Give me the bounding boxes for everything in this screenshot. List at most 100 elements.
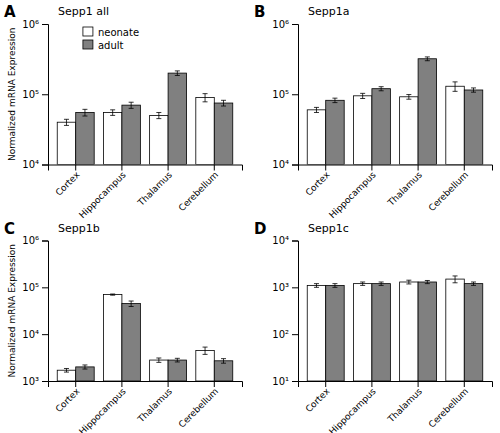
- axis-line: [42, 25, 49, 166]
- error-bar: [82, 109, 87, 116]
- legend-label: neonate: [98, 27, 139, 38]
- tick-label: Thalamus: [385, 386, 424, 425]
- tick: Thalamus: [385, 381, 424, 425]
- tick-mark: [371, 165, 372, 171]
- legend-swatch: [83, 27, 93, 36]
- plot: 10¹10²10³10⁴CortexHippocampusThalamusCer…: [272, 235, 492, 433]
- tick-label: Hippocampus: [77, 386, 128, 433]
- tick-mark: [42, 381, 48, 382]
- y-axis: 10⁴10⁵10⁶: [22, 19, 48, 171]
- tick-label: Cortex: [303, 386, 332, 415]
- error-bar: [110, 110, 115, 116]
- tick-mark: [464, 381, 465, 387]
- plot: 10³10⁴10⁵10⁶CortexHippocampusThalamusCer…: [22, 235, 242, 433]
- bar: [400, 282, 418, 381]
- tick-mark: [42, 94, 48, 95]
- tick: Hippocampus: [327, 381, 378, 433]
- tick-label: 10³: [272, 282, 289, 293]
- bar: [464, 90, 482, 165]
- axis-line: [299, 382, 493, 388]
- tick-mark: [464, 165, 465, 171]
- tick-mark: [42, 287, 48, 288]
- tick: 10⁴: [22, 159, 48, 170]
- tick: Hippocampus: [77, 165, 128, 221]
- error-bar: [360, 282, 365, 285]
- bar: [214, 361, 232, 381]
- tick: 10⁴: [272, 159, 298, 170]
- tick-label: 10⁶: [22, 19, 39, 30]
- tick-mark: [121, 165, 122, 171]
- series: [76, 71, 233, 165]
- error-bar: [221, 100, 226, 106]
- bar: [418, 282, 436, 381]
- panel-label: B: [254, 3, 265, 21]
- bar: [150, 360, 168, 381]
- bar: [103, 112, 121, 164]
- error-bar: [64, 119, 69, 125]
- series: [76, 301, 233, 381]
- error-bar: [453, 82, 458, 91]
- error-bar: [110, 294, 115, 295]
- tick-mark: [292, 24, 298, 25]
- tick: 10⁵: [22, 282, 48, 293]
- tick-mark: [418, 381, 419, 387]
- tick-mark: [214, 165, 215, 171]
- title: Sepp1 all: [58, 5, 109, 18]
- tick: Cortex: [53, 381, 82, 414]
- tick-label: Cortex: [303, 169, 332, 198]
- error-bar: [156, 112, 161, 118]
- x-axis: CortexHippocampusThalamusCerebellum: [49, 381, 243, 433]
- tick-mark: [42, 241, 48, 242]
- tick-label: Cerebellum: [427, 170, 471, 214]
- tick-mark: [75, 381, 76, 387]
- tick-mark: [371, 381, 372, 387]
- tick: Cerebellum: [427, 381, 471, 430]
- tick: Thalamus: [135, 165, 174, 209]
- error-bar: [175, 358, 180, 362]
- error-bar: [471, 282, 476, 285]
- tick-label: 10²: [272, 329, 289, 340]
- tick: Cortex: [303, 165, 332, 198]
- tick-label: Cortex: [53, 386, 82, 415]
- error-bar: [314, 284, 319, 288]
- series: [307, 82, 464, 165]
- tick-mark: [418, 165, 419, 171]
- legend-label: adult: [98, 40, 124, 51]
- legend: neonate adult: [83, 27, 139, 51]
- panel-label: C: [4, 220, 15, 238]
- tick-label: 10⁵: [22, 282, 39, 293]
- bar: [76, 112, 94, 164]
- tick-mark: [292, 94, 298, 95]
- error-bar: [221, 359, 226, 364]
- tick-mark: [292, 381, 298, 382]
- tick: 10⁴: [22, 329, 48, 340]
- bar: [446, 86, 464, 164]
- tick-label: 10⁴: [272, 159, 289, 170]
- error-bar: [360, 93, 365, 98]
- error-bar: [425, 57, 430, 61]
- series: [57, 294, 214, 381]
- marks: [57, 294, 233, 381]
- error-bar: [406, 280, 411, 284]
- tick-label: 10⁴: [22, 329, 39, 340]
- error-bar: [203, 347, 208, 354]
- tick: 10⁶: [272, 19, 298, 30]
- tick-label: Thalamus: [135, 169, 174, 208]
- y-axis-label: Normalized mRNA Expression: [7, 244, 17, 378]
- tick-label: Cortex: [53, 169, 82, 198]
- y-axis-label: Normalized mRNA Expression: [7, 27, 17, 161]
- panel-label: A: [4, 3, 16, 21]
- bar: [326, 285, 344, 381]
- bar: [150, 115, 168, 164]
- axis-line: [292, 241, 299, 382]
- tick: 10¹: [272, 376, 298, 387]
- error-bar: [82, 365, 87, 369]
- bar: [464, 284, 482, 381]
- tick: Hippocampus: [77, 381, 128, 433]
- tick-mark: [292, 334, 298, 335]
- tick-mark: [168, 165, 169, 171]
- series: [326, 57, 483, 165]
- tick-label: 10⁴: [22, 159, 39, 170]
- bar: [122, 105, 140, 164]
- tick-label: Hippocampus: [77, 169, 128, 220]
